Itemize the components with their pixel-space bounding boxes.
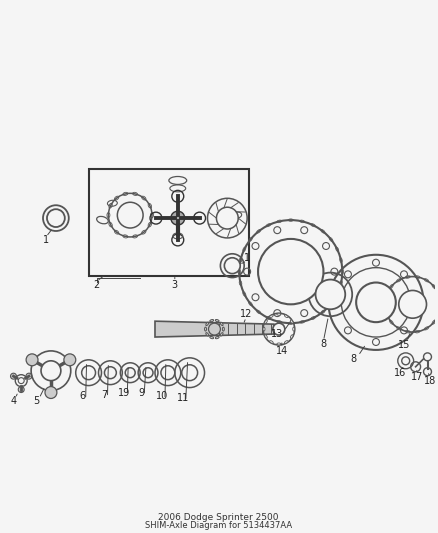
Ellipse shape — [265, 320, 267, 324]
Ellipse shape — [263, 327, 265, 331]
Ellipse shape — [270, 341, 273, 343]
Text: 2006 Dodge Sprinter 2500: 2006 Dodge Sprinter 2500 — [158, 513, 279, 522]
Circle shape — [18, 386, 24, 392]
Circle shape — [161, 366, 175, 379]
Text: 15: 15 — [398, 340, 410, 350]
Text: 7: 7 — [101, 390, 108, 400]
Circle shape — [41, 361, 61, 381]
Ellipse shape — [215, 319, 219, 322]
Circle shape — [26, 354, 38, 366]
Ellipse shape — [277, 343, 281, 345]
Circle shape — [45, 386, 57, 399]
Circle shape — [26, 373, 32, 379]
Circle shape — [104, 367, 117, 378]
Text: 9: 9 — [138, 387, 144, 398]
Ellipse shape — [265, 335, 267, 338]
Circle shape — [224, 258, 240, 273]
Circle shape — [208, 323, 220, 335]
Circle shape — [11, 373, 17, 379]
Ellipse shape — [223, 327, 224, 331]
Circle shape — [356, 282, 396, 322]
Circle shape — [64, 354, 76, 366]
Text: 6: 6 — [80, 391, 86, 401]
Ellipse shape — [220, 333, 223, 336]
Circle shape — [182, 365, 198, 381]
Text: 8: 8 — [350, 354, 356, 364]
Circle shape — [117, 202, 143, 228]
Text: 18: 18 — [424, 376, 437, 386]
Text: 11: 11 — [177, 393, 189, 403]
Circle shape — [143, 368, 153, 378]
Text: 12: 12 — [240, 309, 252, 319]
Text: SHIM-Axle Diagram for 5134437AA: SHIM-Axle Diagram for 5134437AA — [145, 521, 292, 530]
Circle shape — [171, 211, 185, 225]
Ellipse shape — [290, 320, 293, 324]
Text: 13: 13 — [271, 329, 283, 339]
Text: 1: 1 — [43, 235, 49, 245]
Text: 16: 16 — [394, 368, 406, 378]
Circle shape — [216, 207, 238, 229]
Ellipse shape — [290, 335, 293, 338]
Circle shape — [125, 368, 135, 378]
Text: 4: 4 — [10, 397, 16, 407]
Text: 10: 10 — [156, 391, 168, 401]
Ellipse shape — [285, 315, 288, 318]
Circle shape — [402, 357, 410, 365]
Circle shape — [399, 290, 427, 318]
Text: 14: 14 — [276, 346, 288, 356]
Ellipse shape — [270, 315, 273, 318]
Text: 17: 17 — [411, 372, 424, 382]
Ellipse shape — [293, 327, 295, 331]
Ellipse shape — [215, 336, 219, 338]
Ellipse shape — [210, 336, 214, 338]
Circle shape — [47, 209, 65, 227]
Circle shape — [273, 323, 285, 335]
Text: 3: 3 — [172, 279, 178, 289]
Circle shape — [258, 239, 323, 304]
Polygon shape — [155, 321, 274, 337]
Text: 8: 8 — [320, 339, 326, 349]
Circle shape — [81, 366, 95, 379]
Text: 19: 19 — [118, 387, 131, 398]
Circle shape — [315, 279, 345, 309]
Text: 1: 1 — [244, 253, 250, 263]
Ellipse shape — [206, 322, 208, 326]
Text: 2: 2 — [93, 279, 100, 289]
Ellipse shape — [210, 319, 214, 322]
Bar — [88, 168, 249, 276]
Ellipse shape — [206, 333, 208, 336]
Ellipse shape — [277, 313, 281, 315]
Ellipse shape — [205, 327, 207, 331]
Ellipse shape — [285, 341, 288, 343]
Text: 5: 5 — [33, 397, 39, 407]
Ellipse shape — [220, 322, 223, 326]
